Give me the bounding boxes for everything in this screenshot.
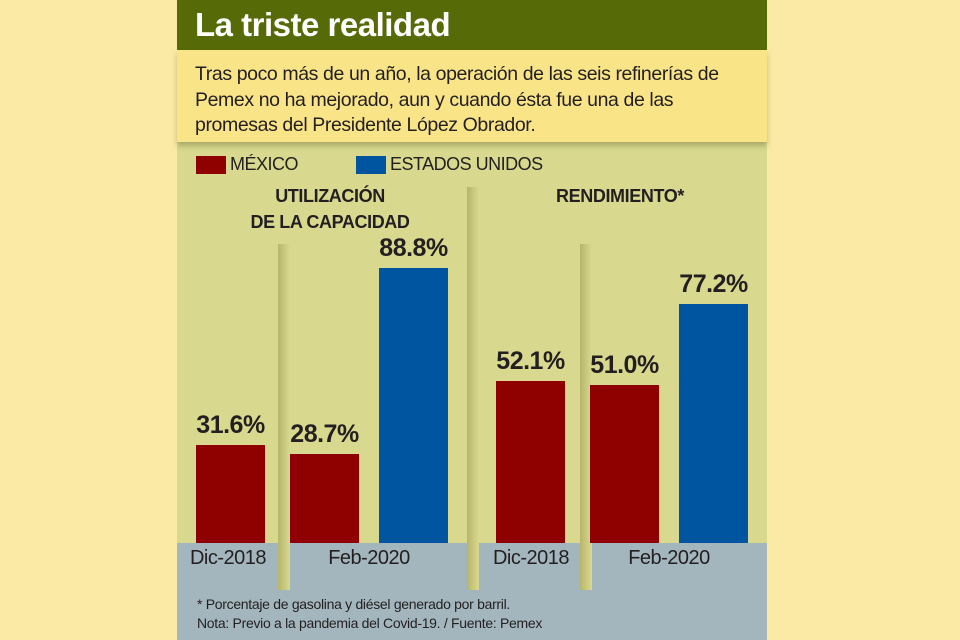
bar-utilizacion-mexico-feb-2020 — [290, 454, 359, 543]
intro-text: Tras poco más de un año, la operación de… — [195, 63, 719, 136]
data-label-utilizacion-mexico-dic-2018: 31.6% — [196, 411, 265, 440]
date-divider-right — [580, 244, 592, 590]
chart-title-utilizacion-line2: DE LA CAPACIDAD — [250, 212, 410, 232]
data-label-utilizacion-mexico-feb-2020: 28.7% — [290, 420, 359, 449]
notes: * Porcentaje de gasolina y diésel genera… — [197, 595, 542, 633]
source-note: Nota: Previo a la pandemia del Covid-19.… — [197, 615, 543, 631]
legend-swatch-estados-unidos — [356, 155, 386, 174]
legend-item-estados-unidos: ESTADOS UNIDOS — [356, 154, 543, 175]
page-title: La triste realidad — [195, 6, 451, 43]
data-label-utilizacion-estados-unidos-feb-2020: 88.8% — [379, 233, 448, 262]
bar-utilizacion-estados-unidos-feb-2020 — [379, 267, 448, 543]
data-label-rendimiento-mexico-feb-2020: 51.0% — [590, 350, 659, 379]
footnote: * Porcentaje de gasolina y diésel genera… — [197, 596, 511, 612]
bar-rendimiento-estados-unidos-feb-2020 — [679, 303, 748, 543]
bar-utilizacion-mexico-dic-2018 — [196, 445, 265, 543]
legend-label-estados-unidos: ESTADOS UNIDOS — [390, 154, 543, 174]
data-label-rendimiento-estados-unidos-feb-2020: 77.2% — [679, 269, 748, 298]
x-label-utilizacion-dic-2018: Dic-2018 — [189, 547, 267, 569]
chart-title-utilizacion-line1: UTILIZACIÓN — [275, 186, 385, 206]
chart-title-utilizacion: UTILIZACIÓN DE LA CAPACIDAD — [200, 183, 460, 235]
infographic-panel: La triste realidad Tras poco más de un a… — [177, 0, 767, 640]
intro-box: Tras poco más de un año, la operación de… — [177, 50, 767, 142]
x-label-utilizacion-feb-2020: Feb-2020 — [328, 547, 410, 569]
x-label-rendimiento-dic-2018: Dic-2018 — [492, 547, 570, 569]
header-bar: La triste realidad — [177, 0, 767, 50]
x-label-rendimiento-feb-2020: Feb-2020 — [628, 547, 710, 569]
chart-title-rendimiento-line1: RENDIMIENTO* — [556, 186, 684, 206]
data-label-rendimiento-mexico-dic-2018: 52.1% — [496, 347, 565, 376]
legend-item-mexico: MÉXICO — [196, 154, 299, 175]
bar-rendimiento-mexico-feb-2020 — [590, 384, 659, 543]
chart-title-rendimiento: RENDIMIENTO* — [500, 183, 740, 209]
legend-swatch-mexico — [196, 155, 226, 174]
legend-label-mexico: MÉXICO — [230, 154, 299, 174]
section-divider — [467, 187, 479, 590]
date-divider-left — [278, 244, 290, 590]
bar-rendimiento-mexico-dic-2018 — [496, 381, 565, 543]
